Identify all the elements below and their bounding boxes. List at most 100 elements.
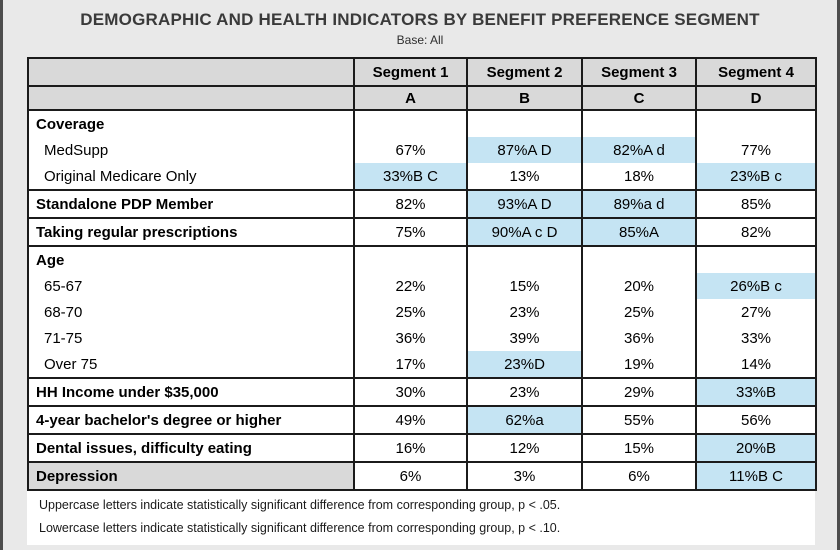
table-row: Standalone PDP Member 82% 93%A D 89%a d 85% <box>27 189 817 218</box>
value-cell-highlighted: 85%A <box>581 217 697 246</box>
segment-header-row: Segment 1 Segment 2 Segment 3 Segment 4 <box>27 57 817 87</box>
value-cell-highlighted: 87%A D <box>466 137 583 163</box>
value-cell: 39% <box>466 325 583 351</box>
value-cell: 15% <box>581 433 697 462</box>
row-label: Original Medicare Only <box>27 163 355 190</box>
value-cell: 55% <box>581 405 697 434</box>
column-header-letter-b: B <box>466 85 583 111</box>
table-row: MedSupp 67% 87%A D 82%A d 77% <box>27 137 817 163</box>
row-label: Dental issues, difficulty eating <box>27 433 355 462</box>
value-cell: 36% <box>353 325 468 351</box>
table-body: Coverage MedSupp 67% 87%A D 82%A d 77% Origina… <box>27 109 817 491</box>
value-cell: 16% <box>353 433 468 462</box>
value-cell-highlighted: 89%a d <box>581 189 697 218</box>
row-label: 68-70 <box>27 299 355 325</box>
value-cell: 3% <box>466 461 583 491</box>
column-header-segment-2: Segment 2 <box>466 57 583 87</box>
value-cell: 77% <box>695 137 817 163</box>
value-cell-highlighted: 20%B <box>695 433 817 462</box>
value-cell: 85% <box>695 189 817 218</box>
table-row: HH Income under $35,000 30% 23% 29% 33%B <box>27 377 817 406</box>
value-cell: 19% <box>581 351 697 378</box>
value-cell-highlighted: 33%B C <box>353 163 468 190</box>
row-label: 4-year bachelor's degree or higher <box>27 405 355 434</box>
value-cell <box>695 109 817 137</box>
row-label: Taking regular prescriptions <box>27 217 355 246</box>
table-row: Coverage <box>27 109 817 137</box>
value-cell-highlighted: 93%A D <box>466 189 583 218</box>
row-label: MedSupp <box>27 137 355 163</box>
value-cell: 29% <box>581 377 697 406</box>
value-cell <box>581 245 697 273</box>
value-cell: 15% <box>466 273 583 299</box>
value-cell-highlighted: 82%A d <box>581 137 697 163</box>
table-row: Original Medicare Only 33%B C 13% 18% 23%B c <box>27 163 817 190</box>
table-row: Depression 6% 3% 6% 11%B C <box>27 461 817 491</box>
value-cell: 23% <box>466 299 583 325</box>
value-cell-highlighted: 62%a <box>466 405 583 434</box>
footnote-uppercase: Uppercase letters indicate statistically… <box>39 498 561 512</box>
table-row: 65-67 22% 15% 20% 26%B c <box>27 273 817 299</box>
row-label: Depression <box>27 461 355 491</box>
value-cell: 25% <box>353 299 468 325</box>
table-row: 71-75 36% 39% 36% 33% <box>27 325 817 351</box>
base-label: Base: All <box>396 33 444 47</box>
column-header-segment-1: Segment 1 <box>353 57 468 87</box>
value-cell: 75% <box>353 217 468 246</box>
value-cell <box>353 109 468 137</box>
value-cell: 82% <box>353 189 468 218</box>
row-label: Over 75 <box>27 351 355 378</box>
column-header-letter-c: C <box>581 85 697 111</box>
table-row: Over 75 17% 23%D 19% 14% <box>27 351 817 378</box>
indicators-table: Segment 1 Segment 2 Segment 3 Segment 4 … <box>27 57 817 491</box>
value-cell: 67% <box>353 137 468 163</box>
value-cell: 56% <box>695 405 817 434</box>
table-row: 4-year bachelor's degree or higher 49% 62%… <box>27 405 817 434</box>
table-area: Segment 1 Segment 2 Segment 3 Segment 4 … <box>27 57 817 545</box>
row-label: HH Income under $35,000 <box>27 377 355 406</box>
value-cell-highlighted: 23%D <box>466 351 583 378</box>
value-cell <box>466 245 583 273</box>
table-row: Age <box>27 245 817 273</box>
value-cell: 82% <box>695 217 817 246</box>
table-row: 68-70 25% 23% 25% 27% <box>27 299 817 325</box>
value-cell: 49% <box>353 405 468 434</box>
column-header-segment-3: Segment 3 <box>581 57 697 87</box>
column-header-letter-a: A <box>353 85 468 111</box>
value-cell: 13% <box>466 163 583 190</box>
value-cell <box>695 245 817 273</box>
row-label: 65-67 <box>27 273 355 299</box>
value-cell: 6% <box>581 461 697 491</box>
letter-header-row: A B C D <box>27 85 817 111</box>
value-cell: 30% <box>353 377 468 406</box>
page-title: DEMOGRAPHIC AND HEALTH INDICATORS BY BEN… <box>80 10 760 29</box>
value-cell-highlighted: 33%B <box>695 377 817 406</box>
value-cell-highlighted: 26%B c <box>695 273 817 299</box>
corner-cell <box>27 85 355 111</box>
value-cell: 20% <box>581 273 697 299</box>
value-cell: 12% <box>466 433 583 462</box>
value-cell: 25% <box>581 299 697 325</box>
value-cell <box>353 245 468 273</box>
row-label: Standalone PDP Member <box>27 189 355 218</box>
value-cell-highlighted: 23%B c <box>695 163 817 190</box>
value-cell: 23% <box>466 377 583 406</box>
footnote-lowercase: Lowercase letters indicate statistically… <box>39 521 561 535</box>
column-header-letter-d: D <box>695 85 817 111</box>
row-label: Coverage <box>27 109 355 137</box>
table-header: Segment 1 Segment 2 Segment 3 Segment 4 … <box>27 57 817 111</box>
footnotes: Uppercase letters indicate statistically… <box>27 491 815 545</box>
corner-cell <box>27 57 355 87</box>
row-label: 71-75 <box>27 325 355 351</box>
value-cell: 22% <box>353 273 468 299</box>
value-cell: 33% <box>695 325 817 351</box>
value-cell <box>581 109 697 137</box>
value-cell <box>466 109 583 137</box>
table-row: Dental issues, difficulty eating 16% 12% 15… <box>27 433 817 462</box>
value-cell: 36% <box>581 325 697 351</box>
value-cell: 17% <box>353 351 468 378</box>
value-cell: 6% <box>353 461 468 491</box>
column-header-segment-4: Segment 4 <box>695 57 817 87</box>
